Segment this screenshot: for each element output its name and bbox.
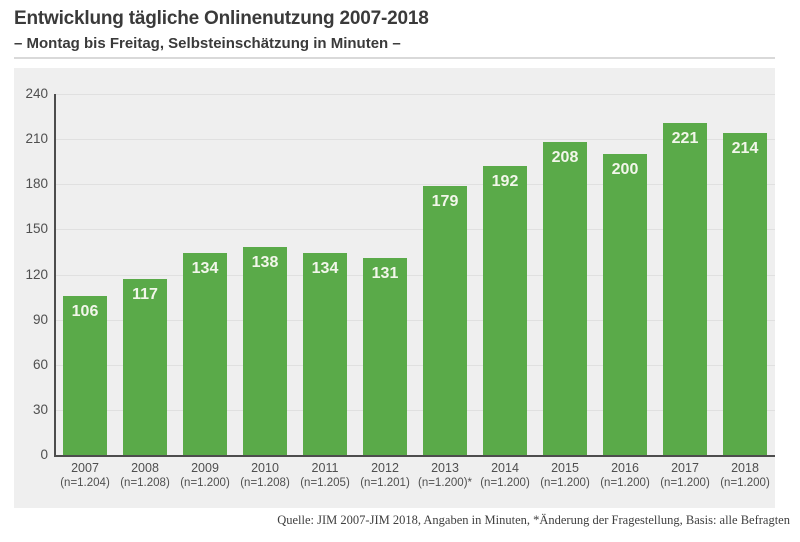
x-label-sample-size: (n=1.205)	[300, 477, 350, 489]
x-label-2018: 2018 (n=1.200)	[715, 461, 775, 491]
x-label-2009: 2009 (n=1.200)	[175, 461, 235, 491]
x-axis-baseline	[54, 455, 775, 457]
bar-2009: 134	[183, 253, 227, 455]
x-label-sample-size: (n=1.200)	[540, 477, 590, 489]
chart-title: Entwicklung tägliche Onlinenutzung 2007-…	[14, 8, 429, 29]
x-label-sample-size: (n=1.200)	[180, 477, 230, 489]
y-tick-label-120: 120	[25, 266, 48, 282]
bar-value-label-2009: 134	[191, 260, 219, 278]
y-tick-label-30: 30	[32, 401, 48, 417]
y-axis-line	[54, 94, 56, 457]
bar-2010: 138	[243, 247, 287, 455]
chart-subtitle: – Montag bis Freitag, Selbsteinschätzung…	[14, 35, 401, 52]
x-label-sample-size: (n=1.201)	[360, 477, 410, 489]
bar-2008: 117	[123, 279, 167, 455]
x-label-year: 2012	[371, 461, 399, 475]
x-label-sample-size: (n=1.200)*	[417, 477, 473, 489]
gridline-210	[55, 139, 775, 141]
gridline-60	[55, 364, 775, 366]
gridline-30	[55, 409, 775, 411]
x-label-sample-size: (n=1.200)	[600, 477, 650, 489]
bar-value-label-2012: 131	[371, 264, 399, 282]
x-label-year: 2014	[491, 461, 519, 475]
x-label-year: 2016	[611, 461, 639, 475]
y-tick-label-180: 180	[25, 176, 48, 192]
y-tick-label-60: 60	[32, 356, 48, 372]
x-label-2012: 2012 (n=1.201)	[355, 461, 415, 491]
x-label-sample-size: (n=1.200)	[480, 477, 530, 489]
bar-value-label-2014: 192	[491, 173, 519, 191]
x-label-sample-size: (n=1.208)	[120, 477, 170, 489]
bar-value-label-2017: 221	[671, 129, 699, 147]
x-label-2010: 2010 (n=1.208)	[235, 461, 295, 491]
bar-2018: 214	[723, 133, 767, 455]
bar-2015: 208	[543, 142, 587, 455]
y-tick-label-90: 90	[32, 311, 48, 327]
x-label-year: 2018	[731, 461, 759, 475]
gridline-120	[55, 274, 775, 276]
x-label-2014: 2014 (n=1.200)	[475, 461, 535, 491]
x-label-2008: 2008 (n=1.208)	[115, 461, 175, 491]
x-label-year: 2010	[251, 461, 279, 475]
x-label-sample-size: (n=1.200)	[720, 477, 770, 489]
bar-2013: 179	[423, 185, 467, 455]
y-tick-label-240: 240	[25, 86, 48, 101]
x-label-2015: 2015 (n=1.200)	[535, 461, 595, 491]
gridline-240	[55, 94, 775, 95]
x-label-2011: 2011 (n=1.205)	[295, 461, 355, 491]
header-divider	[14, 57, 775, 59]
gridline-180	[55, 184, 775, 186]
bar-value-label-2013: 179	[431, 192, 459, 210]
bar-value-label-2007: 106	[71, 302, 99, 320]
bar-2007: 106	[63, 295, 107, 455]
bar-value-label-2016: 200	[611, 161, 639, 179]
x-label-sample-size: (n=1.208)	[240, 477, 290, 489]
bar-2016: 200	[603, 154, 647, 455]
x-label-year: 2017	[671, 461, 699, 475]
y-tick-label-0: 0	[40, 447, 48, 462]
y-tick-label-150: 150	[25, 221, 48, 237]
bar-value-label-2018: 214	[731, 140, 759, 158]
x-label-year: 2015	[551, 461, 579, 475]
x-label-sample-size: (n=1.200)	[660, 477, 710, 489]
x-label-2016: 2016 (n=1.200)	[595, 461, 655, 491]
chart-panel: 0 30 60 90 120 150 180 210 240 106 117 134 138 134 13…	[14, 68, 775, 508]
gridline-150	[55, 229, 775, 231]
x-label-sample-size: (n=1.204)	[60, 477, 110, 489]
bar-2011: 134	[303, 253, 347, 455]
gridline-90	[55, 319, 775, 321]
x-label-year: 2008	[131, 461, 159, 475]
bar-value-label-2015: 208	[551, 149, 579, 167]
x-label-year: 2007	[71, 461, 99, 475]
x-label-year: 2013	[431, 461, 459, 475]
bar-value-label-2011: 134	[311, 260, 339, 278]
bar-2017: 221	[663, 122, 707, 455]
x-label-2013: 2013 (n=1.200)*	[415, 461, 475, 491]
source-note: Quelle: JIM 2007-JIM 2018, Angaben in Mi…	[277, 513, 790, 527]
x-label-year: 2009	[191, 461, 219, 475]
x-label-2017: 2017 (n=1.200)	[655, 461, 715, 491]
x-label-2007: 2007 (n=1.204)	[55, 461, 115, 491]
bar-2014: 192	[483, 166, 527, 455]
bar-value-label-2008: 117	[132, 286, 158, 303]
bar-2012: 131	[363, 257, 407, 455]
x-label-year: 2011	[311, 461, 339, 475]
y-tick-label-210: 210	[25, 131, 48, 147]
bar-value-label-2010: 138	[251, 254, 279, 272]
